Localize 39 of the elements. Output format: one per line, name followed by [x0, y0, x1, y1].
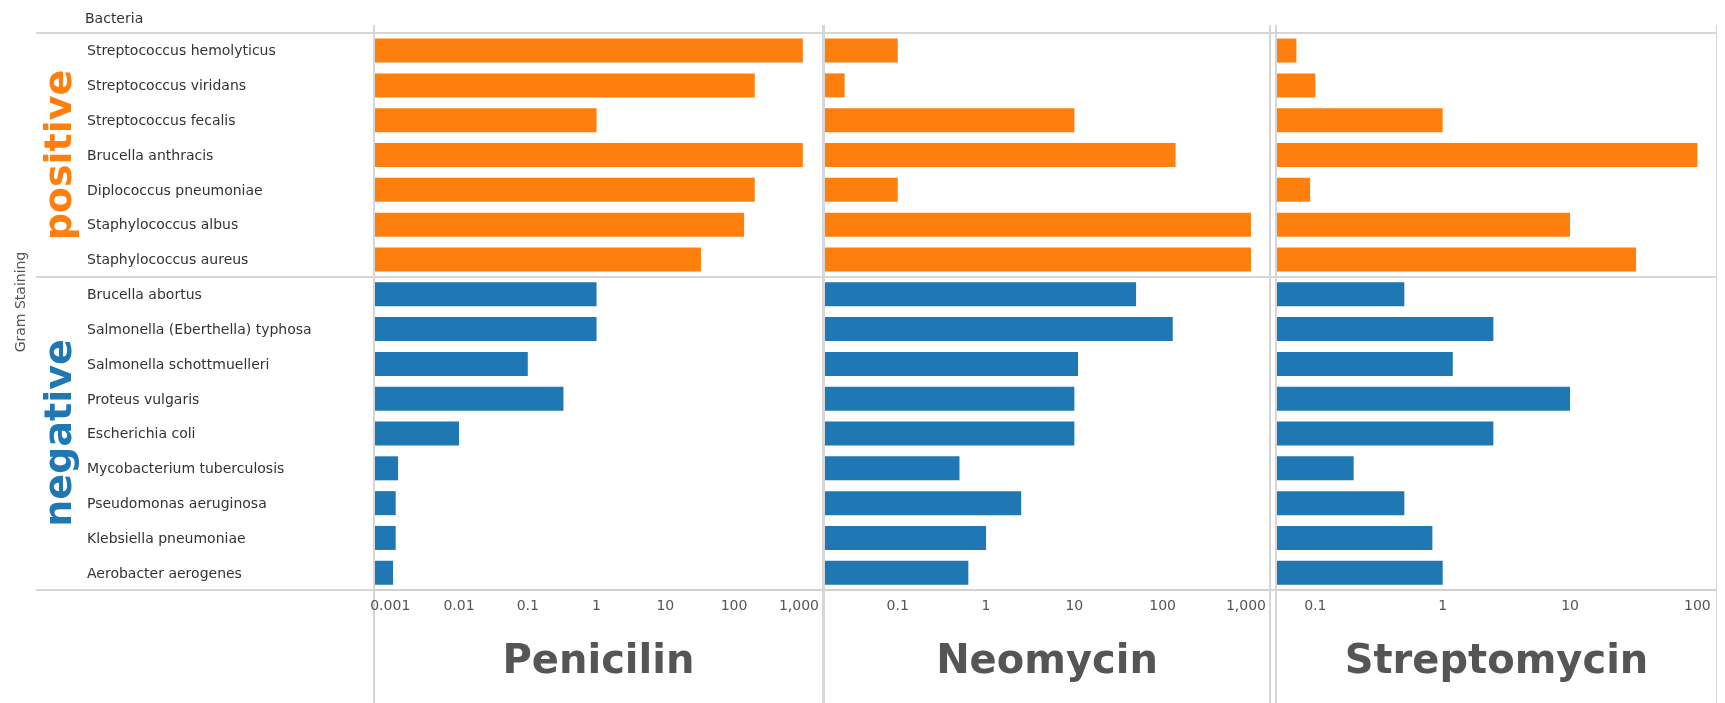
x-tick-label: 0.1 [516, 597, 539, 613]
y-tick-label: Streptococcus viridans [87, 77, 247, 94]
x-tick-label: 0.01 [443, 597, 475, 613]
x-axis-title: Penicilin [501, 636, 696, 682]
y-tick-label: Escherichia coli [87, 425, 196, 442]
y-tick-label: Staphylococcus aureus [87, 251, 249, 268]
y-tick-label: Pseudomonas aeruginosa [87, 494, 267, 511]
x-tick-label: 10 [656, 597, 675, 613]
x-tick-label: 10 [1561, 597, 1579, 613]
x-tick-label: 1,000 [778, 597, 819, 613]
y-tick-label: Aerobacter aerogenes [87, 564, 242, 581]
x-tick-label: 1 [1438, 597, 1448, 613]
y-tick-label: Brucella anthracis [87, 146, 214, 163]
x-tick-label: 1 [981, 597, 991, 613]
x-tick-label: 10 [1065, 597, 1084, 613]
text: Gram Staining [12, 251, 28, 352]
x-tick-label: 100 [1684, 597, 1711, 613]
x-tick-label: 1,000 [1225, 597, 1266, 613]
y-tick-label: Diplococcus pneumoniae [87, 181, 263, 198]
y-tick-label: Salmonella (Eberthella) typhosa [87, 320, 312, 337]
text: positive [36, 69, 80, 241]
y-tick-label: Mycobacterium tuberculosis [87, 460, 285, 477]
x-tick-label: 0.1 [886, 597, 909, 613]
y-tick-label: Proteus vulgaris [87, 390, 200, 407]
y-tick-label: Staphylococcus albus [87, 216, 239, 233]
x-tick-label: 0.1 [1304, 597, 1327, 613]
x-axis-title: Neomycin [935, 636, 1159, 682]
y-tick-label: Brucella abortus [87, 286, 202, 303]
y-tick-label: Salmonella schottmuelleri [87, 355, 270, 372]
x-tick-label: 100 [1149, 597, 1177, 613]
x-tick-label: 1 [592, 597, 601, 613]
y-tick-label: Klebsiella pneumoniae [87, 529, 246, 546]
x-tick-label: 100 [720, 597, 748, 613]
x-tick-label: 0.001 [370, 597, 411, 613]
y-tick-label: Streptococcus hemolyticus [87, 42, 276, 59]
text: negative [36, 339, 80, 528]
y-axis-title: Bacteria [85, 10, 144, 26]
x-axis-title: Streptomycin [1343, 636, 1650, 682]
y-tick-label: Streptococcus fecalis [87, 112, 236, 129]
